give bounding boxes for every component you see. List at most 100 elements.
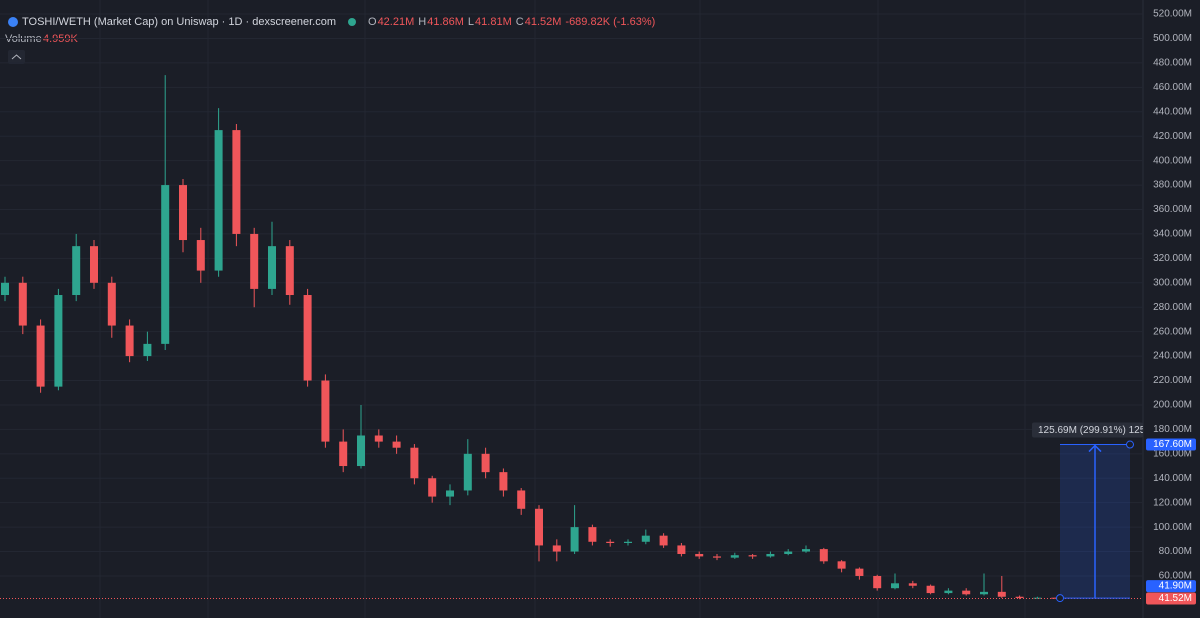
candle-body — [837, 561, 846, 569]
candle-body — [695, 553, 704, 557]
candle-body — [802, 549, 810, 552]
candle-body — [179, 185, 187, 241]
measure-start-label-bg — [1146, 580, 1196, 593]
y-tick-label: 180.00M — [1153, 424, 1192, 435]
measure-label-bg — [1032, 422, 1143, 438]
y-tick-label: 500.00M — [1153, 33, 1192, 44]
candle-body — [908, 583, 917, 586]
token-icon — [8, 17, 18, 27]
y-tick-label: 60.00M — [1159, 571, 1192, 582]
candle-body — [588, 527, 597, 542]
candle-body — [357, 435, 365, 467]
last-price-label-bg — [1146, 592, 1196, 605]
last-price-label: 41.52M — [1159, 593, 1192, 604]
candle-body — [552, 545, 561, 552]
candle-body — [232, 130, 241, 234]
ohlc-key: L — [468, 16, 474, 28]
vertical-grid — [99, 0, 1026, 618]
measure-arrowhead — [1088, 444, 1102, 453]
candle-body — [339, 441, 348, 467]
candle-body — [36, 325, 45, 387]
candle-body — [499, 472, 508, 491]
status-dot — [348, 18, 356, 26]
y-tick-label: 220.00M — [1153, 375, 1192, 386]
y-tick-label: 480.00M — [1153, 58, 1192, 69]
y-tick-label: 380.00M — [1153, 180, 1192, 191]
ohlc-value: 41.86M — [427, 16, 464, 28]
measure-handle — [1126, 440, 1134, 449]
y-tick-label: 280.00M — [1153, 302, 1192, 313]
y-tick-label: 260.00M — [1153, 326, 1192, 337]
candle-body — [303, 295, 312, 381]
candle-body — [517, 490, 526, 509]
candle-body — [463, 453, 472, 491]
y-tick-label: 520.00M — [1153, 9, 1192, 20]
chart-title: TOSHI/WETH (Market Cap) on Uniswap · 1D … — [22, 16, 336, 28]
y-tick-label: 100.00M — [1153, 522, 1192, 533]
candle-body — [268, 246, 276, 289]
candle-body — [392, 441, 401, 448]
candle-body — [641, 535, 650, 542]
candle-body — [410, 447, 419, 479]
y-tick-label: 120.00M — [1153, 497, 1192, 508]
candle-body — [54, 295, 63, 387]
y-tick-label: 420.00M — [1153, 131, 1192, 142]
candle-body — [784, 551, 793, 554]
ohlc-key: C — [516, 16, 524, 28]
candle-body — [944, 590, 953, 594]
candle-body — [125, 325, 134, 357]
change-value: -689.82K (-1.63%) — [565, 16, 655, 28]
candle-body — [1015, 596, 1024, 598]
candle-body — [962, 590, 971, 595]
candles — [1, 75, 1060, 600]
candle-body — [90, 246, 98, 283]
measure-start-label: 41.90M — [1159, 581, 1192, 592]
ohlc-key: O — [368, 16, 377, 28]
candle-body — [659, 535, 668, 546]
measure-handle — [1056, 594, 1064, 603]
candle-body — [891, 583, 899, 589]
candle-body — [1033, 597, 1042, 599]
candle-body — [570, 527, 579, 552]
ohlc-value: 42.21M — [378, 16, 415, 28]
candle-body — [196, 240, 205, 271]
candle-body — [1, 282, 9, 296]
candle-body — [677, 545, 686, 554]
candle-body — [1051, 597, 1060, 599]
candle-body — [997, 591, 1006, 597]
measure-label: 125.69M (299.91%) 12569128779 — [1038, 425, 1190, 436]
y-tick-label: 460.00M — [1153, 82, 1192, 93]
ohlc-key: H — [418, 16, 426, 28]
collapse-button[interactable] — [8, 50, 25, 64]
candle-body — [214, 130, 223, 271]
collapse-icon — [11, 54, 22, 60]
y-tick-label: 340.00M — [1153, 229, 1192, 240]
measure-end-label-bg — [1146, 438, 1196, 451]
candle-body — [713, 556, 721, 558]
candle-body — [855, 568, 864, 576]
candle-body — [428, 478, 437, 497]
ohlc-value: 41.52M — [525, 16, 562, 28]
y-tick-label: 80.00M — [1159, 546, 1192, 557]
candle-body — [161, 185, 170, 344]
y-tick-label: 360.00M — [1153, 204, 1192, 215]
candle-body — [18, 282, 27, 326]
y-tick-label: 320.00M — [1153, 253, 1192, 264]
candle-body — [730, 555, 739, 558]
candle-body — [72, 246, 81, 296]
ohlc-value: 41.81M — [475, 16, 512, 28]
candle-body — [535, 508, 543, 546]
candle-body — [481, 453, 490, 473]
candle-body — [321, 380, 330, 442]
candle-body — [819, 549, 828, 562]
candle-body — [748, 555, 757, 557]
y-tick-label: 300.00M — [1153, 277, 1192, 288]
candle-body — [926, 585, 935, 594]
y-tick-label: 140.00M — [1153, 473, 1192, 484]
y-tick-label: 400.00M — [1153, 155, 1192, 166]
candle-body — [285, 246, 294, 296]
candle-body — [873, 575, 882, 589]
candle-body — [766, 553, 775, 557]
